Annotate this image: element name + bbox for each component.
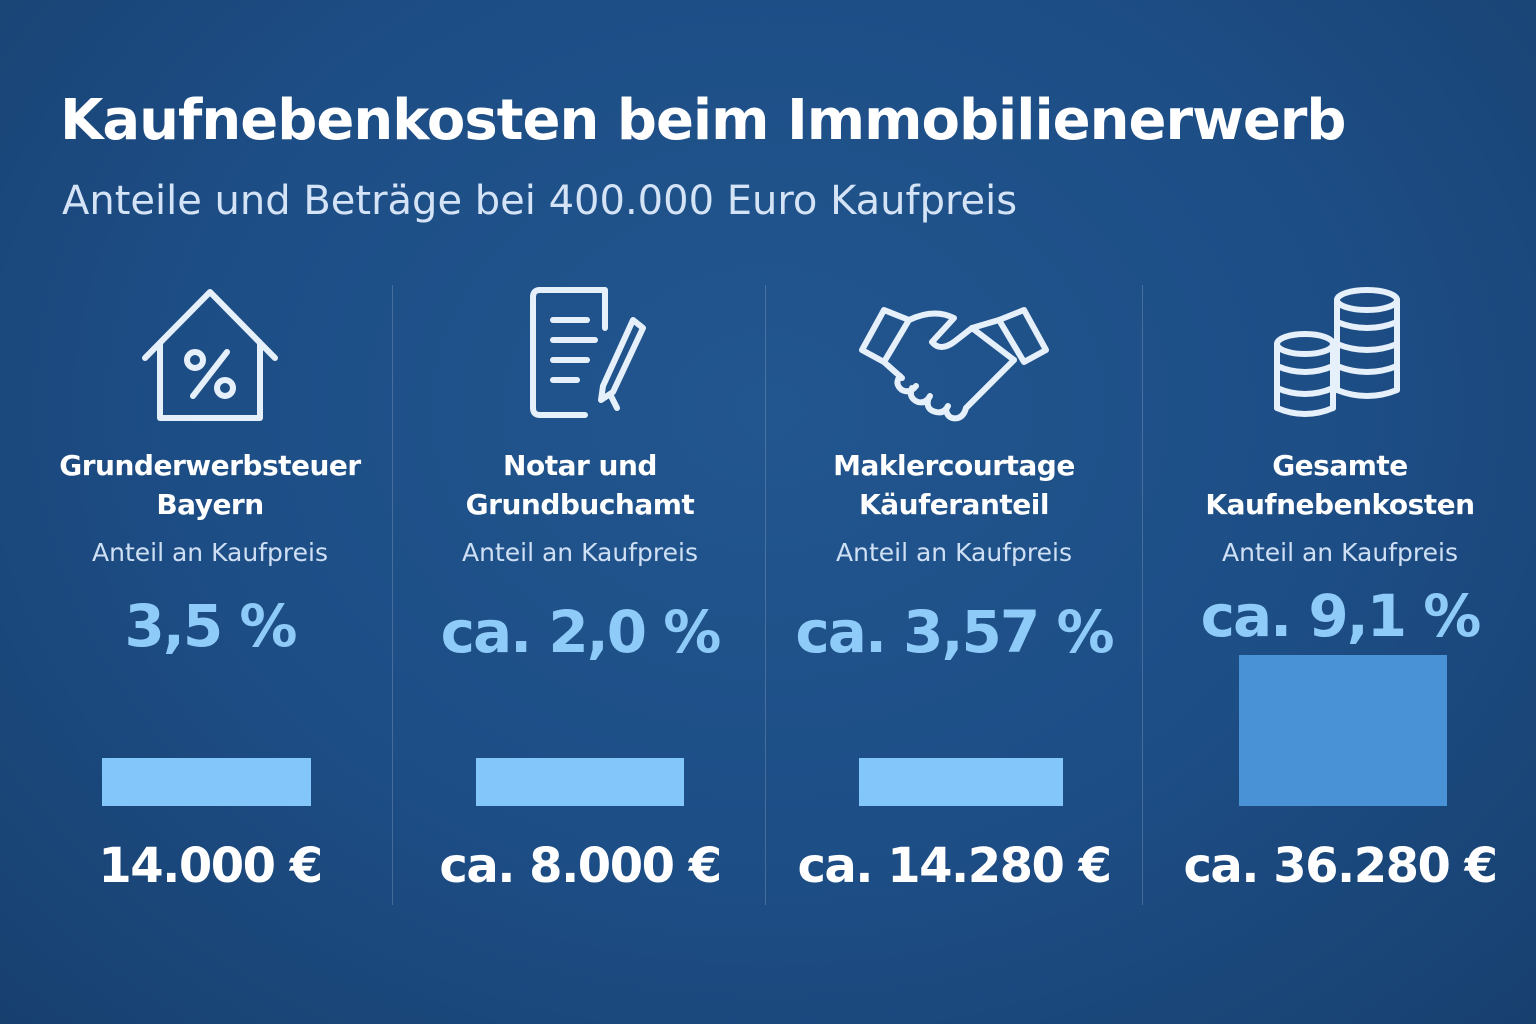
house-percent-icon [142,289,278,421]
bar-makler [859,758,1063,806]
cost-name: Grunderwerbsteuer Bayern [59,449,361,521]
cost-card-notar: Notar und Grundbuchamt Anteil an Kaufpre… [395,280,765,920]
bar-grunderwerbsteuer [102,758,311,806]
amount-value: 14.000 € [98,838,323,894]
amount-value: ca. 8.000 € [439,838,722,894]
bar-notar [476,758,684,806]
page-title: Kaufnebenkosten beim Immobilienerwerb [60,88,1347,153]
column-divider [765,285,766,905]
handshake-icon [859,307,1049,422]
column-divider [1142,285,1143,905]
coin-stacks-icon [1274,287,1400,417]
page-subtitle: Anteile und Beträge bei 400.000 Euro Kau… [62,178,1018,224]
percent-value: 3,5 % [124,592,297,660]
percent-value: ca. 9,1 % [1200,582,1482,650]
share-label: Anteil an Kaufpreis [1222,538,1458,567]
bar-gesamt [1239,655,1447,806]
cost-card-gesamt: Gesamte Kaufnebenkosten Anteil an Kaufpr… [1145,280,1535,920]
percent-value: ca. 3,57 % [795,598,1114,666]
amount-value: ca. 36.280 € [1183,838,1498,894]
share-label: Anteil an Kaufpreis [836,538,1072,567]
share-label: Anteil an Kaufpreis [92,538,328,567]
cost-name: Maklercourtage Käuferanteil [833,449,1075,521]
cost-card-grunderwerbsteuer: Grunderwerbsteuer Bayern Anteil an Kaufp… [30,280,390,920]
document-pen-icon [530,287,646,418]
percent-value: ca. 2,0 % [440,598,722,666]
share-label: Anteil an Kaufpreis [462,538,698,567]
cost-name: Notar und Grundbuchamt [465,449,695,521]
cost-card-makler: Maklercourtage Käuferanteil Anteil an Ka… [768,280,1140,920]
amount-value: ca. 14.280 € [797,838,1112,894]
column-divider [392,285,393,905]
cost-name: Gesamte Kaufnebenkosten [1205,449,1475,521]
